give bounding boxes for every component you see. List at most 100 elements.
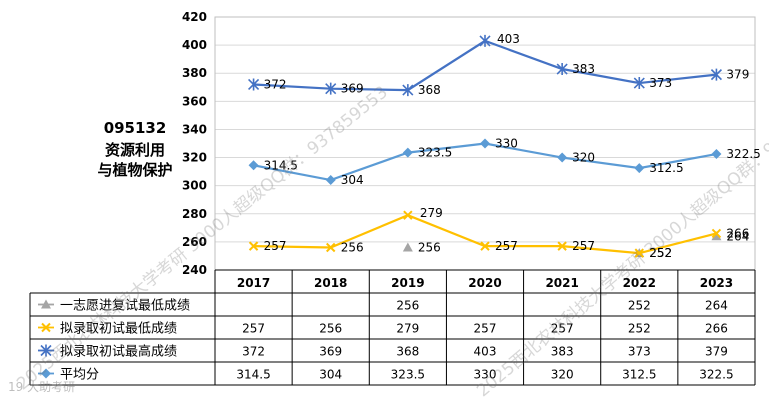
diamond-marker [325, 175, 336, 186]
x-tick-label: 2022 [623, 276, 656, 290]
data-label: 372 [264, 77, 287, 91]
y-tick-label: 240 [182, 263, 207, 277]
table-cell: 264 [705, 299, 728, 313]
data-label: 257 [264, 239, 287, 253]
y-axis: 240 260 280 300 320 340 360 380 400 420 [182, 10, 207, 277]
data-label: 257 [572, 239, 595, 253]
x-tick-label: 2017 [237, 276, 270, 290]
chart-title-line-2: 资源利用 [104, 141, 165, 159]
data-label: 252 [649, 246, 672, 260]
table-cell: 323.5 [391, 368, 425, 382]
data-label: 312.5 [649, 161, 683, 175]
table-cell: 279 [396, 322, 419, 336]
x-marker [480, 241, 490, 251]
data-label: 383 [572, 62, 595, 76]
chart-title-code: 095132 [103, 119, 167, 137]
data-label: 314.5 [264, 158, 298, 172]
series-line [253, 142, 717, 182]
data-label: 322.5 [726, 147, 760, 161]
data-label: 257 [495, 239, 518, 253]
table-cell: 257 [242, 322, 265, 336]
table-cell: 373 [628, 345, 651, 359]
y-tick-label: 340 [182, 122, 207, 136]
legend-entry-label: 一志愿进复试最低成绩 [60, 299, 190, 314]
data-label: 373 [649, 76, 672, 90]
data-label: 330 [495, 137, 518, 151]
x-tick-label: 2019 [391, 276, 424, 290]
y-tick-label: 320 [182, 151, 207, 165]
x-marker [403, 210, 413, 220]
legend-entry-label: 拟录取初试最低成绩 [60, 322, 177, 337]
data-label: 323.5 [418, 146, 452, 160]
y-tick-label: 420 [182, 10, 207, 24]
star-marker [556, 63, 568, 76]
table-cell: 256 [319, 322, 342, 336]
data-label: 256 [418, 241, 441, 255]
y-tick-label: 360 [182, 94, 207, 108]
x-marker [248, 241, 259, 251]
table-cell: 252 [628, 322, 651, 336]
data-label: 304 [341, 173, 364, 187]
y-tick-label: 260 [182, 235, 207, 249]
y-tick-label: 280 [182, 207, 207, 221]
table-cell: 320 [551, 368, 574, 382]
table-cell: 379 [705, 345, 728, 359]
x-marker [711, 228, 722, 239]
table-cell: 257 [474, 322, 497, 336]
legend-entry-label: 平均分 [60, 368, 99, 383]
table-cell: 314.5 [236, 368, 270, 382]
data-label: 279 [420, 206, 443, 220]
data-label: 369 [341, 82, 364, 96]
star-marker [633, 77, 645, 90]
table-cell: 368 [396, 345, 419, 359]
data-label: 252 [649, 246, 672, 260]
y-tick-label: 400 [182, 38, 207, 52]
table-cell: 312.5 [622, 368, 656, 382]
series-line [253, 39, 717, 92]
series-3 [248, 138, 722, 186]
x-marker [634, 248, 644, 258]
table-cell: 257 [551, 322, 574, 336]
table-cell: 403 [474, 345, 497, 359]
diamond-marker [480, 138, 490, 149]
x-tick-label: 2021 [545, 276, 578, 290]
star-marker [710, 68, 722, 81]
table-cell: 252 [628, 299, 651, 313]
series-group [248, 34, 722, 258]
y-tick-label: 380 [182, 66, 207, 80]
data-label: 264 [726, 229, 749, 243]
table-cell: 383 [551, 345, 574, 359]
x-marker [557, 241, 567, 251]
diamond-marker [711, 149, 722, 160]
data-table: 2017 2018 2019 2020 2021 2022 2023 一志愿进复试最低成绩 25… [29, 269, 756, 386]
triangle-marker [402, 242, 413, 252]
diamond-marker [557, 152, 568, 163]
star-marker [325, 82, 337, 95]
data-label: 379 [726, 68, 749, 82]
triangle-marker [711, 231, 722, 241]
data-label: 266 [726, 226, 749, 240]
table-cell: 256 [396, 299, 419, 313]
diamond-marker [248, 160, 259, 171]
table-cell: 322.5 [699, 368, 733, 382]
x-tick-label: 2020 [468, 276, 501, 290]
x-tick-label: 2023 [700, 276, 733, 290]
table-cell: 266 [705, 322, 728, 336]
y-tick-label: 300 [182, 179, 207, 193]
series-2 [248, 34, 722, 97]
table-cell: 372 [242, 345, 265, 359]
series-1 [248, 210, 722, 258]
chart-title-line-3: 与植物保护 [97, 161, 173, 179]
diamond-marker [402, 147, 413, 158]
star-marker [248, 78, 260, 91]
table-cell: 330 [474, 368, 497, 382]
star-marker [402, 84, 414, 97]
table-cell: 304 [319, 368, 342, 382]
data-label: 368 [418, 83, 441, 97]
x-tick-label: 2018 [314, 276, 347, 290]
x-marker [326, 242, 336, 253]
data-label: 320 [572, 151, 595, 165]
corner-watermark: 19 大助考研 [8, 380, 76, 394]
